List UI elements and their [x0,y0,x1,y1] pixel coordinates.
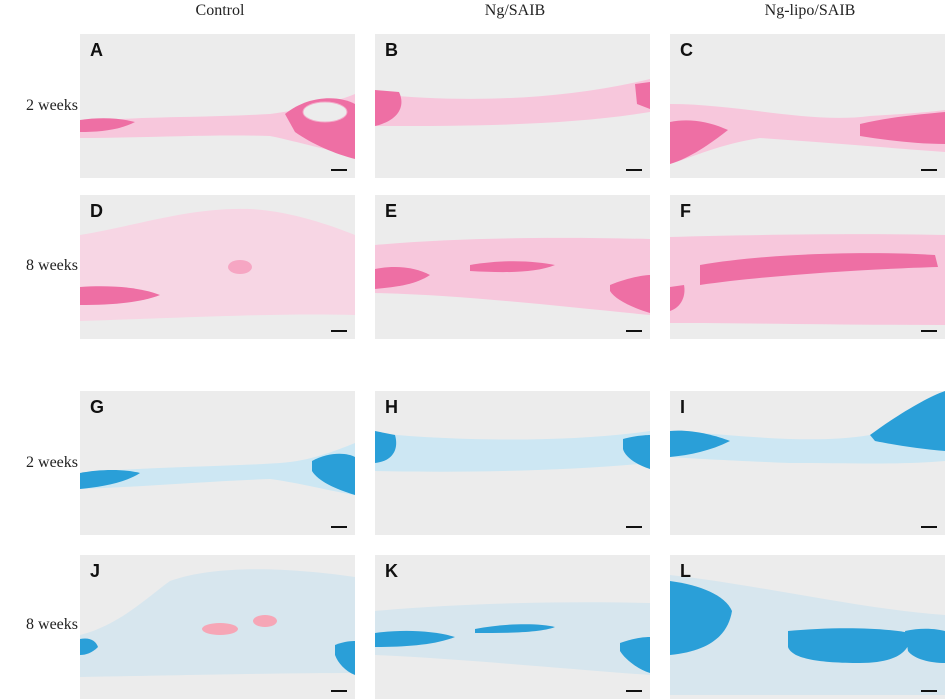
row-label-2-weeks-he: 2 weeks [26,97,78,114]
blue-section-image [375,431,650,472]
he-section-image [80,208,355,321]
scale-bar [921,169,937,171]
micrograph-panel-f: F [670,195,945,339]
scale-bar [626,526,642,528]
micrograph-panel-d: D [80,195,355,339]
he-section-image [375,79,650,126]
panel-letter: J [90,561,101,581]
row-label-8-weeks-he: 8 weeks [26,257,78,274]
panel-letter: B [385,40,398,60]
blue-section-image [670,391,945,464]
he-section-image [80,94,355,159]
scale-bar [626,330,642,332]
micrograph-panel-a: A [80,34,355,178]
panel-letter: I [680,397,686,417]
scale-bar [331,169,347,171]
column-header-ng-saib: Ng/SAIB [484,2,546,19]
scale-bar [921,330,937,332]
scale-bar [626,169,642,171]
column-header-control: Control [195,2,245,19]
column-header-ng-lipo-saib: Ng-lipo/SAIB [764,2,856,19]
micrograph-panel-b: B [375,34,650,178]
micrograph-panel-j: J [80,555,355,699]
scale-bar [331,690,347,692]
row-label-8-weeks-blue: 8 weeks [26,616,78,633]
scale-bar [626,690,642,692]
he-section-image [670,234,945,325]
micrograph-panel-e: E [375,195,650,339]
scale-bar [921,526,937,528]
panel-letter: A [90,40,103,60]
panel-letter: L [680,561,691,581]
panel-letter: E [385,201,398,221]
he-section-image [670,104,945,164]
row-label-2-weeks-blue: 2 weeks [26,454,78,471]
scale-bar [331,330,347,332]
panel-letter: F [680,201,691,221]
panel-letter: C [680,40,693,60]
blue-section-image [80,569,355,677]
panel-letter: D [90,201,103,221]
micrograph-panel-l: L [670,555,945,699]
panel-letter: G [90,397,105,417]
he-section-image [375,237,650,315]
scale-bar [921,690,937,692]
panel-letter: H [385,397,398,417]
micrograph-panel-h: H [375,391,650,535]
panel-letter: K [385,561,398,581]
blue-section-image [670,575,945,695]
scale-bar [331,526,347,528]
micrograph-panel-g: G [80,391,355,535]
micrograph-panel-c: C [670,34,945,178]
blue-section-image [375,602,650,675]
micrograph-panel-k: K [375,555,650,699]
micrograph-panel-i: I [670,391,945,535]
blue-section-image [80,443,355,495]
